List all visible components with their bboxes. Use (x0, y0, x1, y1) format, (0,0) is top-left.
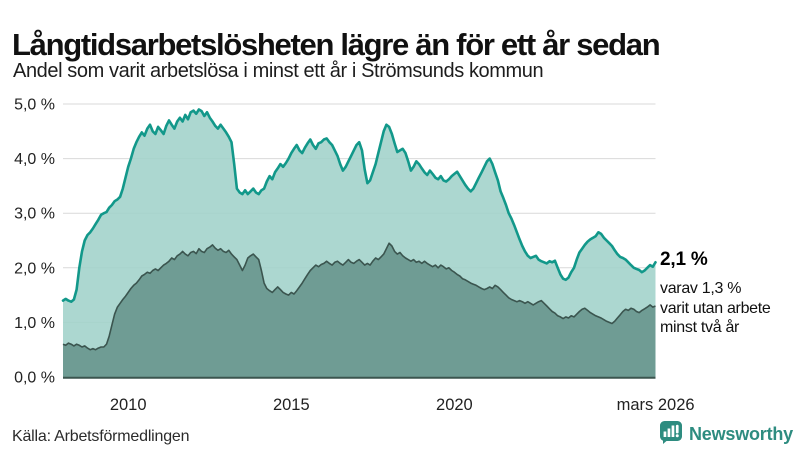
x-tick-label: mars 2026 (617, 396, 695, 414)
y-tick-label: 4,0 % (14, 151, 55, 168)
latest-value-annotation: 2,1 % varav 1,3 % varit utan arbete mins… (660, 250, 798, 338)
y-tick-label: 3,0 % (14, 206, 55, 223)
line-at-least-two-years (62, 242, 656, 351)
x-tick-label: 2015 (273, 396, 310, 414)
page-title: Långtidsarbetslösheten lägre än för ett … (12, 26, 661, 62)
latest-total-value: 2,1 % (660, 249, 708, 270)
y-axis-labels: 5,0 % 4,0 % 3,0 % 2,0 % 1,0 % 0,0 % (14, 97, 55, 387)
y-tick-label: 1,0 % (14, 315, 55, 332)
y-tick-label: 2,0 % (14, 260, 55, 277)
line-at-least-one-year (61, 108, 657, 303)
y-tick-label: 0,0 % (14, 370, 55, 387)
y-tick-label: 5,0 % (14, 97, 55, 114)
chart-subtitle: Andel som varit arbetslösa i minst ett å… (13, 60, 544, 82)
newsworthy-wordmark: Newsworthy (688, 424, 793, 444)
newsworthy-branding: Newsworthy (659, 420, 793, 449)
area-at-least-two-years (63, 243, 656, 377)
x-axis-labels: 2010 2015 2020 mars 2026 (110, 396, 695, 414)
newsworthy-logo-icon (659, 420, 683, 449)
x-tick-label: 2010 (110, 396, 147, 414)
x-tick-label: 2020 (436, 396, 473, 414)
source-credit: Källa: Arbetsförmedlingen (12, 428, 190, 445)
annotation-detail-line-3: minst två år (660, 319, 740, 336)
annotation-detail-line-2: varit utan arbete (660, 299, 771, 317)
annotation-detail-line-1: varav 1,3 % (660, 280, 742, 297)
